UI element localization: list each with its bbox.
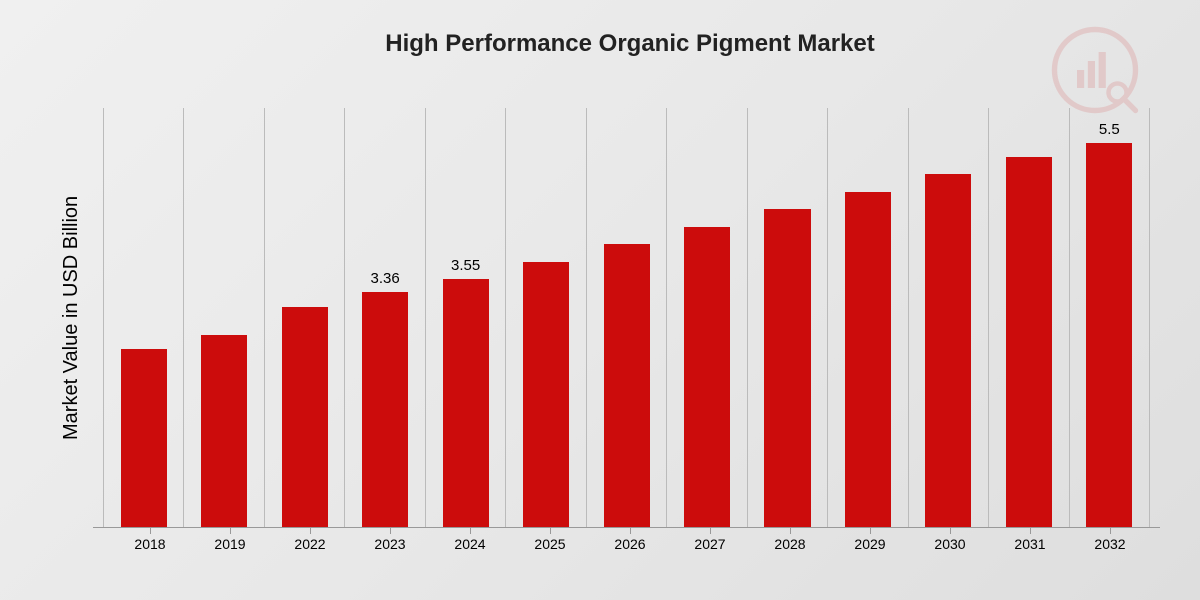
x-tick-label: 2032: [1070, 536, 1150, 552]
bar-slot: 5.5: [1069, 108, 1150, 527]
bar: [201, 335, 247, 527]
x-tick-label: 2023: [350, 536, 430, 552]
x-tick-label: 2031: [990, 536, 1070, 552]
bar-slot: 3.55: [425, 108, 505, 527]
bar-slot: [103, 108, 183, 527]
x-tick-label: 2027: [670, 536, 750, 552]
bar-slot: [908, 108, 988, 527]
bar-slot: [827, 108, 907, 527]
x-tick-label: 2018: [110, 536, 190, 552]
x-tick-label: 2022: [270, 536, 350, 552]
chart-title: High Performance Organic Pigment Market: [100, 30, 1160, 58]
bar-slot: [264, 108, 344, 527]
x-tick-label: 2028: [750, 536, 830, 552]
bar: [1006, 157, 1052, 527]
bar: [604, 244, 650, 527]
bar: [684, 227, 730, 527]
bar-slot: [505, 108, 585, 527]
bar-slot: [666, 108, 746, 527]
x-tick-label: 2024: [430, 536, 510, 552]
bar: [121, 349, 167, 527]
bar: [925, 174, 971, 527]
bar: 3.55: [443, 279, 489, 527]
bar-slot: [988, 108, 1068, 527]
bar-slot: 3.36: [344, 108, 424, 527]
bar-value-label: 3.55: [451, 257, 480, 274]
bar-slot: [586, 108, 666, 527]
x-tick-label: 2030: [910, 536, 990, 552]
y-axis-label: Market Value in USD Billion: [50, 108, 83, 528]
x-axis: 2018201920222023202420252026202720282029…: [100, 536, 1160, 552]
bar-slot: [747, 108, 827, 527]
chart-plot-area: 3.36 3.55 5.5: [93, 108, 1160, 528]
x-tick-label: 2019: [190, 536, 270, 552]
bar: [523, 262, 569, 527]
bar: [845, 192, 891, 527]
x-tick-label: 2026: [590, 536, 670, 552]
bar: 5.5: [1086, 143, 1132, 527]
x-tick-label: 2025: [510, 536, 590, 552]
bar: [282, 307, 328, 527]
bar: [764, 209, 810, 527]
bar-slot: [183, 108, 263, 527]
bar-value-label: 5.5: [1099, 121, 1120, 138]
watermark-logo: [1050, 25, 1140, 115]
bar-value-label: 3.36: [371, 270, 400, 287]
bar: 3.36: [362, 292, 408, 527]
x-tick-label: 2029: [830, 536, 910, 552]
